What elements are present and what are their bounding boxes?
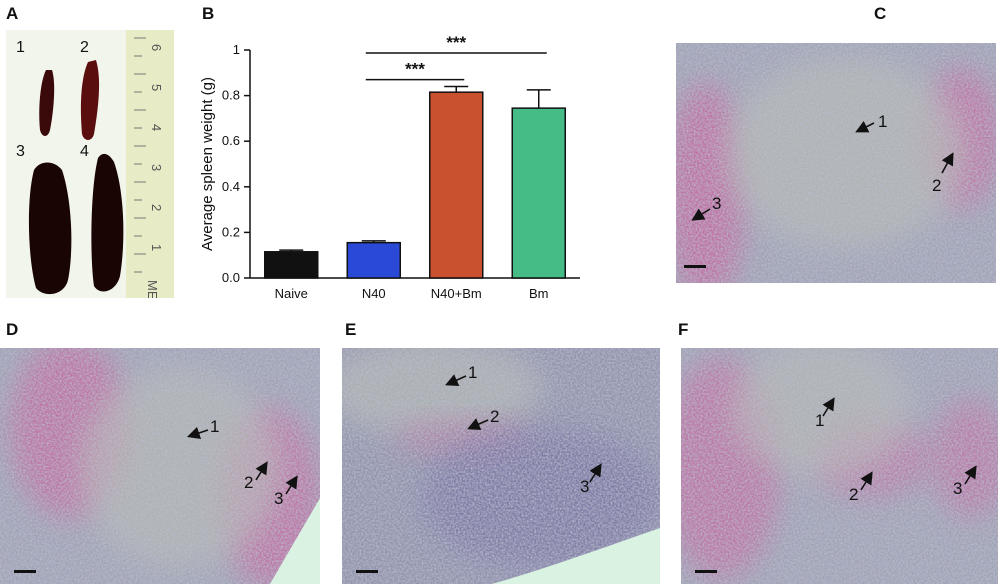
arrow-label-3: 3 — [580, 477, 589, 496]
arrow-2 — [941, 152, 954, 174]
ruler-text: METRIC — [145, 280, 160, 298]
spleen-label-4: 4 — [80, 143, 89, 160]
panel-letter-f: F — [678, 320, 689, 339]
ruler-number: 6 — [149, 44, 164, 51]
significance-label: *** — [446, 33, 466, 52]
arrow-3 — [285, 475, 298, 495]
arrow-2 — [255, 461, 268, 481]
arrow-label-2: 2 — [244, 473, 253, 492]
bars: Naive N40 N40+Bm Bm — [264, 85, 566, 300]
bar — [264, 251, 319, 279]
x-tick-label: N40+Bm — [431, 286, 482, 300]
spleen-label-2: 2 — [80, 39, 89, 56]
scale-bar — [14, 570, 36, 573]
histology-panel-d: 1 2 3 — [0, 348, 320, 584]
arrow-label-2: 2 — [849, 485, 858, 504]
y-tick-label: 1 — [233, 42, 240, 57]
arrow-label-1: 1 — [878, 112, 887, 131]
ruler-number: 5 — [149, 84, 164, 91]
scale-bar — [684, 265, 706, 268]
arrow-3 — [964, 465, 977, 485]
y-tick-label: 0.2 — [222, 224, 240, 239]
y-tick-label: 0.8 — [222, 88, 240, 103]
panel-letter-d: D — [6, 320, 19, 339]
significance-label: *** — [405, 60, 425, 79]
bar — [346, 241, 401, 279]
spleen-2 — [80, 60, 100, 140]
arrow-2 — [860, 471, 873, 491]
arrow-1 — [822, 397, 835, 417]
scale-bar — [356, 570, 378, 573]
y-tick-label: 0.6 — [222, 133, 240, 148]
spleen-label-3: 3 — [16, 143, 25, 160]
ruler-number: 2 — [149, 204, 164, 211]
arrow-label-3: 3 — [274, 489, 283, 508]
arrow-label-2: 2 — [932, 176, 941, 195]
bar — [511, 107, 566, 279]
spleen-1 — [39, 70, 55, 136]
ruler-number: 4 — [149, 124, 164, 131]
panel-letter-e: E — [345, 320, 357, 339]
y-tick-label: 0.4 — [222, 179, 240, 194]
y-tick-label: 0.0 — [222, 270, 240, 285]
bar — [429, 91, 484, 279]
ruler-number: 3 — [149, 164, 164, 171]
arrow-label-3: 3 — [712, 194, 721, 213]
y-axis-title: Average spleen weight (g) — [199, 77, 216, 251]
arrow-label-1: 1 — [468, 363, 477, 382]
spleen-label-1: 1 — [16, 39, 25, 56]
arrow-3 — [589, 463, 602, 483]
panel-letter-b: B — [202, 4, 215, 23]
arrow-1 — [445, 374, 467, 386]
histology-panel-c: 1 2 3 — [676, 43, 996, 283]
panel-letter-a: A — [6, 4, 19, 23]
arrow-3 — [691, 208, 711, 221]
scale-bar — [695, 570, 717, 573]
spleen-4 — [91, 153, 124, 292]
x-tick-label: Naive — [275, 286, 308, 300]
histology-panel-f: 1 2 3 — [681, 348, 998, 584]
significance-markers: *** *** — [365, 33, 547, 81]
bar-chart: Average spleen weight (g) 0.0 0.2 0.4 0.6 0.… — [199, 33, 580, 300]
arrow-1 — [855, 120, 875, 133]
spleen-3 — [28, 162, 72, 295]
arrow-label-1: 1 — [815, 411, 824, 430]
arrow-1 — [186, 426, 209, 440]
histology-panel-e: 1 2 3 — [342, 348, 660, 584]
x-tick-label: Bm — [529, 286, 549, 300]
arrow-2 — [467, 418, 489, 430]
x-tick-label: N40 — [362, 286, 386, 300]
ruler-number: 1 — [149, 244, 164, 251]
arrow-label-1: 1 — [210, 417, 219, 436]
spleen-photo: 6 5 4 3 2 1 METRIC 1 2 3 4 — [6, 30, 174, 298]
panel-letter-c: C — [874, 4, 887, 23]
arrow-label-2: 2 — [490, 407, 499, 426]
arrow-label-3: 3 — [953, 479, 962, 498]
